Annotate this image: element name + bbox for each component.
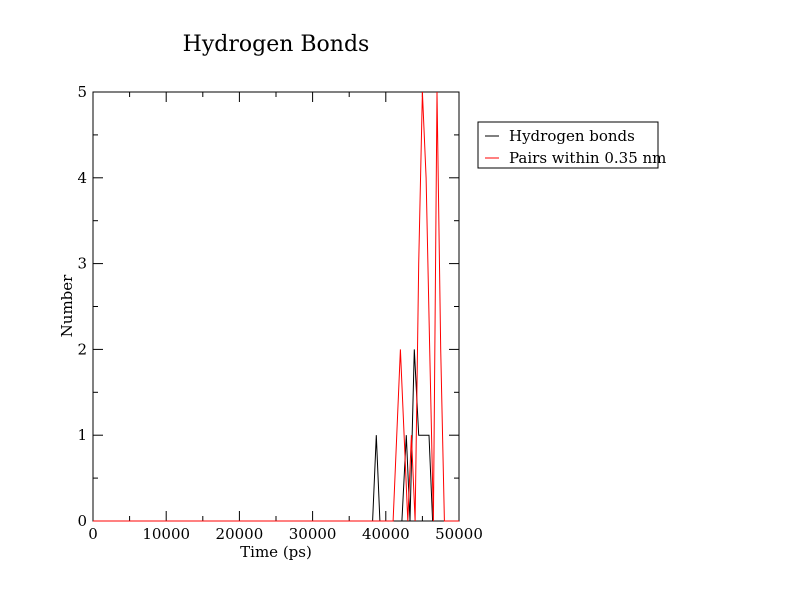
axis-ticks [92,91,460,522]
legend-box [477,121,659,169]
legend-label-hydrogen-bonds: Hydrogen bonds [509,127,635,145]
series-layer [93,91,459,522]
y-tick-label: 4 [77,169,87,187]
x-tick-label: 10000 [142,525,190,543]
chart-title: Hydrogen Bonds [183,32,370,57]
y-tick-label: 2 [77,340,87,358]
x-axis-label: Time (ps) [240,543,312,561]
axis-tick-labels: 0 10000 20000 30000 40000 50000 0 1 2 3 4 5 [77,83,482,543]
legend-label-pairs-within: Pairs within 0.35 nm [509,149,666,167]
x-tick-label: 20000 [216,525,264,543]
y-axis-label: Number [58,274,76,337]
y-tick-label: 3 [77,255,87,273]
series-line-pairs-within [93,91,459,522]
series-line-hydrogen-bonds [93,349,459,522]
y-tick-label: 1 [77,426,87,444]
x-tick-label: 30000 [289,525,337,543]
plot-frame [92,91,460,522]
legend: Hydrogen bonds Pairs within 0.35 nm [477,121,666,169]
x-tick-label: 0 [88,525,98,543]
y-tick-label: 5 [77,83,87,101]
x-tick-label: 40000 [362,525,410,543]
y-tick-label: 0 [77,512,87,530]
x-tick-label: 50000 [435,525,483,543]
